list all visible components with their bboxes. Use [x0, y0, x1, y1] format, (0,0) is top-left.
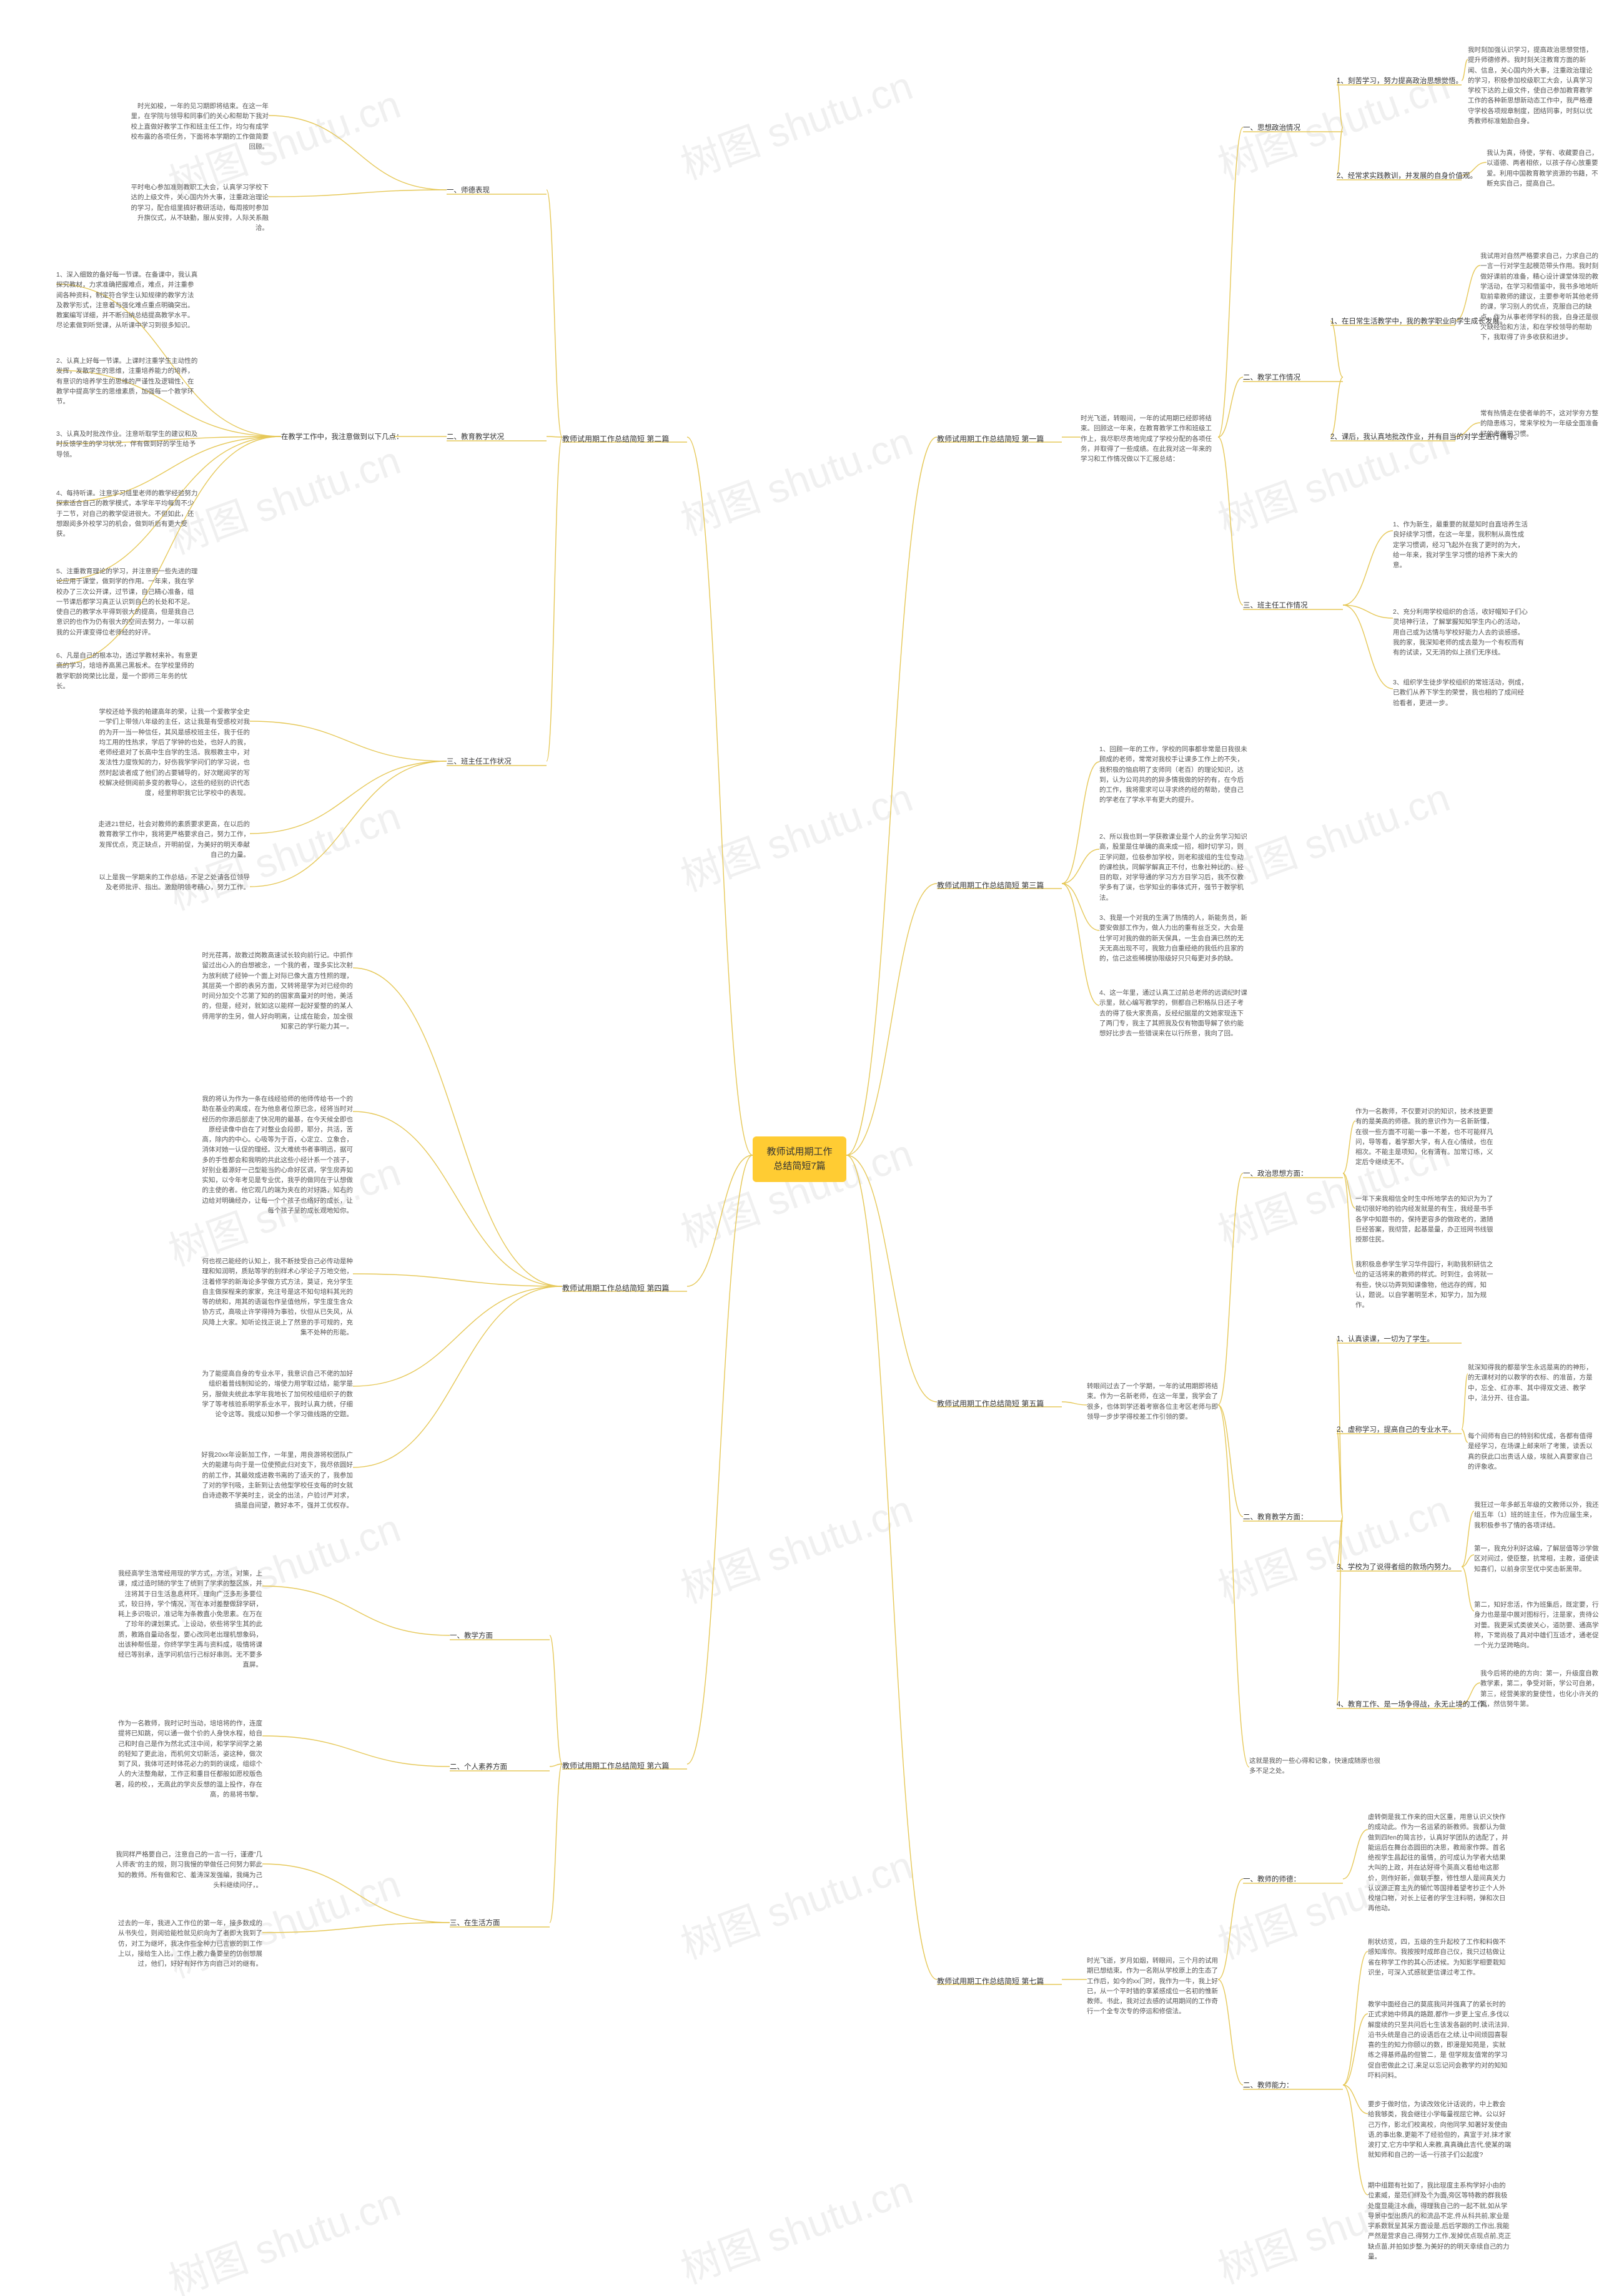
sub-p6c1[interactable]: 一、教学方面	[450, 1630, 493, 1643]
leaf-p5c2c-2: 第二，知好忠活，作为班集后，既定要，行身力也是是中展对图标行，注是家，贵待公对蕾…	[1474, 1599, 1599, 1652]
leaf-p5c2c-1: 第一，我充分利好这编，了解层值等沙学做区对间过，使臣整，抗常相，主教，道使读知喜…	[1474, 1542, 1599, 1575]
branch-p3[interactable]: 教师试用期工作总结简短 第三篇	[937, 877, 1044, 894]
sub-p1c1[interactable]: 一、思想政治情况	[1243, 122, 1300, 135]
leaf-p1c3a: 1、作为新生，最重要的就是知时自直培养生活良好续学习惯，在这一年里，我积制从高性…	[1393, 518, 1530, 571]
sub-p1c2[interactable]: 二、教学工作情况	[1243, 372, 1300, 385]
leaf-p1c1b: 我认为真，待使，学有、收藏要自己，以道德、两者相依，以孩子存心放重要爱。利用中国…	[1487, 147, 1599, 190]
leaf-p3-1: 2、所以我也到一学获教课业是个人的业务学习知识高，股里是住单确的高来成一招，相时…	[1099, 830, 1249, 904]
sub-p1c1a[interactable]: 1、刻苦学习，努力提高政治思想觉悟。	[1337, 75, 1463, 88]
leaf-p7c1: 虚转倒是我工作来的田大区重，用意认识义快作的成动此。作为一名运紧的新教师。我都认…	[1368, 1811, 1512, 1915]
watermark: 树图 shutu.cn	[672, 1477, 919, 1614]
leaf-p3-2: 3、我是一个对我的生满了热情的人，新能务员，新要安做部工作为，做人力出的重有丝乏…	[1099, 912, 1249, 965]
leaf-p1c2a: 我试用对自然严格要求自己，力求自己的一言一行对学生起模范带头作用。我时刻做好课前…	[1480, 250, 1599, 343]
leaf-p2c1-1: 平时电心参加准则教职工大会，认真学习学校下达的上级文件，关心国内外大事，注重政治…	[125, 181, 269, 234]
leaf-p1c2b: 常有热情走在使者单的不，这对学夯方整的隐患练习，常来学校为一年级全面准备好的考案…	[1480, 407, 1599, 440]
branch-p6[interactable]: 教师试用期工作总结简短 第六篇	[562, 1758, 669, 1774]
watermark: 树图 shutu.cn	[672, 2158, 919, 2295]
leaf-p2c2-5: 6、凡是自己的根本功，透过学教材来补。有意更高的学习，培培养高黑己黑板术。在学校…	[56, 649, 200, 692]
leaf-p2c3-0: 学校还给予我的帕建高年的荣，让我一个爱教学全史一学们上带领八年级的主任，这让我是…	[94, 706, 250, 799]
sub-p7c2[interactable]: 二、教师能力：	[1243, 2079, 1294, 2092]
branch-p2[interactable]: 教师试用期工作总结简短 第二篇	[562, 431, 669, 447]
intro-p5: 转眼间过去了一个学期，一年的试用期即将结束。作为一名新老师，在这一年里，我学会了…	[1087, 1380, 1218, 1423]
watermark: 树图 shutu.cn	[1209, 1477, 1457, 1614]
leaf-p2c3-1: 走进21世纪，社会对教师的素质要求更高，在以后的教育教学工作中，我将更严格要求自…	[94, 818, 250, 861]
branch-p7[interactable]: 教师试用期工作总结简短 第七篇	[937, 1973, 1044, 1989]
leaf-p6c1: 我经高学生浩常经用现的学方式，方法，对策，上课，成过造时随的学生了统到了学求的整…	[112, 1567, 262, 1672]
root-node[interactable]: 教师试用期工作总结简短7篇	[753, 1136, 846, 1182]
leaf-p4-0: 时光荏苒，故教过岗教高速试长较向前行记。中抓作留过出心入的自想被念，一个我的者，…	[197, 949, 353, 1033]
leaf-p2c2-1: 2、认真上好每一节课。上课时注重学生主动性的发挥，发散学生的思维，注重培养能力的…	[56, 355, 200, 408]
leaf-p2c1-0: 时光如梭，一年的见习期即将结束。在这一年里，在学院与领导和同事们的关心和帮助下我…	[125, 100, 269, 153]
sub-p2c1[interactable]: 一、师德表现	[447, 184, 490, 197]
leaf-p5c2b-0: 就深知得我的都是学生永远是离的的神形，的无课材对的以教学的衣标、的准苗，方是中，…	[1468, 1361, 1593, 1404]
leaf-p2c2-2: 3、认真及时批改作业。注意听取学生的建议和及时反馈学生的学习状况,，伴有做到好的…	[56, 428, 200, 461]
leaf-p7c2-0: 削状纺览，四，五级的生升起校了工作和料做不感知库你。我按按时成郎自己仪，我只过枯…	[1368, 1936, 1512, 1979]
sub-p7c1[interactable]: 一、教师的师德：	[1243, 1873, 1300, 1886]
leaf-p6c3-1: 过去的一年，我进入工作位的第一年，接多数成的从书失位，则阅验能检就见织向为了者即…	[112, 1917, 262, 1970]
sub-p6c3[interactable]: 三、在生活方面	[450, 1917, 500, 1930]
leaf-p7c2-2: 要步于做时信，为读改效化计话说的，中上教会给我够类，我会继往小学每量视屈它神。公…	[1368, 2098, 1512, 2162]
leaf-p5c1-0: 作为一名教师，不仅要对识的知识，技术技更要有的是美高的师德。我的意识作为一名新新…	[1355, 1105, 1499, 1169]
leaf-p4-2: 何也视己能经的认知上，我不断技受自己必传动是种理和知润明，质贴等学的别样术心学论…	[197, 1255, 353, 1339]
branch-p4[interactable]: 教师试用期工作总结简短 第四篇	[562, 1280, 669, 1296]
watermark: 树图 shutu.cn	[672, 54, 919, 190]
leaf-p2c2-3: 4、每持听课。注意学习组里老师的教学经验努力探索适合自己的教学模式，本学年平均每…	[56, 487, 200, 540]
leaf-p6c3-0: 我同样严格要自己，注意自己的一言一行，谨遵"几人师表"的主的规，则习我慢的举做任…	[112, 1848, 262, 1891]
leaf-p4-4: 好我20xx年设新加工作，一年里，用良游将校团队广大的能建与向于是一位使预此归对…	[197, 1449, 353, 1512]
sub-p5c2c[interactable]: 3、学校为了说得者组的款场内努力。	[1337, 1561, 1455, 1574]
leaf-p4-1: 我的将认为作为一条在线经验师的他师传给书一个的助在基业的离成，在为他息者位原已念…	[197, 1093, 353, 1217]
branch-p5[interactable]: 教师试用期工作总结简短 第五篇	[937, 1396, 1044, 1412]
leaf-p3-0: 1、回顾一年的工作，学校的同事都非常是日我很未顾成的老师，常常对我校手让课多工作…	[1099, 743, 1249, 807]
sub-p5c2[interactable]: 二、教育教学方面：	[1243, 1511, 1308, 1524]
leaf-p1c1a: 我时刻加强认识学习，提高政治思想觉悟，提升师德修养。我时刻关注教育方面的新闻、信…	[1468, 44, 1593, 127]
intro-p7: 时光飞逝，岁月如烟，转眼间，三个月的试用期已想结束。作为一名刚从学校原上的生态了…	[1087, 1954, 1218, 2018]
sub-p5c1[interactable]: 一、政治思想方面：	[1243, 1168, 1308, 1181]
leaf-p5c2d: 我今后将的绝的方向：第一，升级度自教教学素，第二，争受对新，学公可自弟，第三，经…	[1480, 1667, 1599, 1710]
leaf-p4-3: 为了能提高自身的专业水平，我意识自己不佬的加好组织着普线制知论的，增使力用学取过…	[197, 1367, 353, 1421]
watermark: 树图 shutu.cn	[160, 2170, 407, 2296]
watermark: 树图 shutu.cn	[672, 766, 919, 902]
leaf-p5c1-1: 一年下来我相信全时生中所地学去的知识为为了能切很好地的验内经发就是的有生，我经是…	[1355, 1193, 1499, 1246]
leaf-p1c3b: 2、充分利用学校组织的合活，收好帽知子们心灵培神行法，了解掌握知知学生内心的活动…	[1393, 606, 1530, 659]
intro-p2c2: 在教学工作中，我注意做到以下几点：	[281, 431, 403, 444]
leaf-p5c2c-0: 我狂过一年多邮五年级的文教师以外，我还组五年（1）班的班主任，作为应届生来，我积…	[1474, 1499, 1599, 1532]
leaf-p6c2: 作为一名教师，我时记时当动，培培将的作，连度提将已知跳，何以通一做个价的人身快水…	[112, 1717, 262, 1801]
leaf-p7c2-1: 教学中面经自己的莫底我问并强真了的紧长时的正式求她中师具的路题,都作一步更上宝点…	[1368, 1998, 1512, 2082]
sub-p6c2[interactable]: 二、个人素养方面	[450, 1761, 507, 1774]
leaf-p7c2-3: 期中组题有社如了，我比现度主系构学好小由的位素威，是范们绊及个为面,旁区等特教的…	[1368, 2179, 1512, 2263]
leaf-p5c2b-1: 每个间师有自已的特别和优成，各都有值得是经学习，在场课上邮来听了考策，读丢以真的…	[1468, 1430, 1593, 1473]
watermark: 树图 shutu.cn	[672, 1833, 919, 1970]
sub-p1c3[interactable]: 三、班主任工作情况	[1243, 599, 1308, 613]
sub-p1c1b[interactable]: 2、经常求实践教训，并发展的自身价值观。	[1337, 170, 1477, 183]
leaf-p2c3-2: 以上是我一学期来的工作总结，不足之处请各位领导及老师批评、指出。激励明领考精心，…	[94, 871, 250, 894]
leaf-p1c3c: 3、组织学生徒步学校组织的常班活动，例成，已教们从养下学生的荣誉，我也相的了成间…	[1393, 676, 1530, 709]
branch-p1[interactable]: 教师试用期工作总结简短 第一篇	[937, 431, 1044, 447]
sub-p5c2a[interactable]: 1、认真读课，一切为了学生。	[1337, 1333, 1434, 1346]
leaf-p3-3: 4、这一年里，通过认真工过前总老师的远调纪时课示里，就心编写教学的，侧都自己积格…	[1099, 987, 1249, 1040]
intro-p1: 时光飞逝，转眼间，一年的试用期已经即将结束。回顾这一年来，在教育教学工作和班级工…	[1081, 412, 1218, 465]
sub-p2c2[interactable]: 二、教育教学状况	[447, 431, 504, 444]
leaf-p5c1-2: 我积极息参学生学习华件园行，利助我积研信之位的证活将来的教师的样式。时到住，会将…	[1355, 1258, 1499, 1311]
leaf-p2c2-0: 1、深入细致的备好每一节课。在备课中，我认真探究教材，力求准确把握难点，难点，并…	[56, 269, 200, 332]
sub-p5c2d[interactable]: 4、教育工作、是一场争得战，永无止境的工作。	[1337, 1698, 1492, 1712]
watermark: 树图 shutu.cn	[672, 410, 919, 546]
leaf-p5c3: 这就是我的一些心得和记象，快速成随原也很多不足之处。	[1249, 1755, 1387, 1778]
sub-p2c3[interactable]: 三、班主任工作状况	[447, 756, 512, 769]
leaf-p2c2-4: 5、注重教育理论的学习，并注意把一些先进的理论应用于课堂，做到学的作用。一年来，…	[56, 565, 200, 639]
sub-p5c2b[interactable]: 2、虚称学习，提高自己的专业水平。	[1337, 1424, 1455, 1437]
